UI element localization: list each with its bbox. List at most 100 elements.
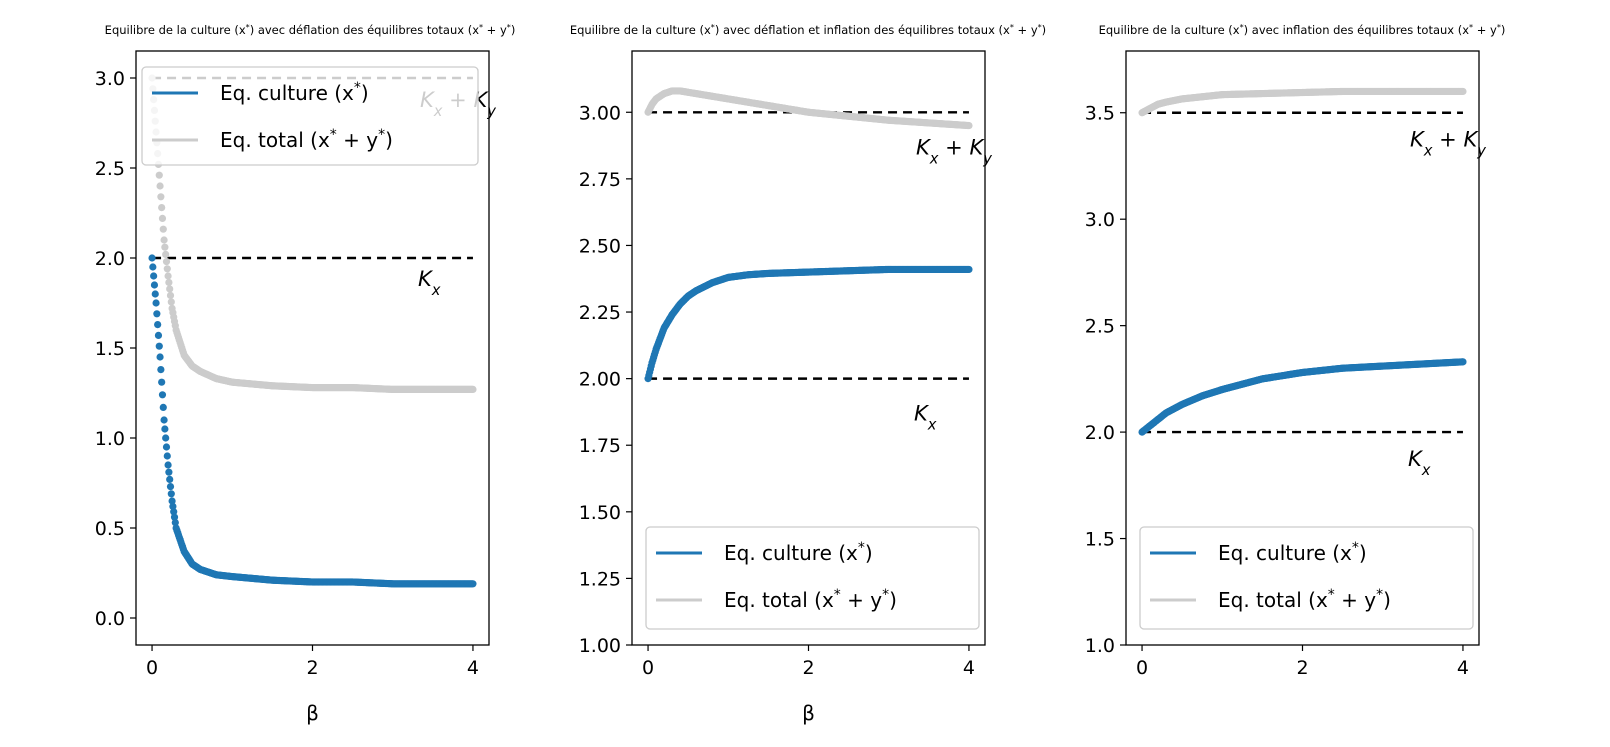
- data-point: [170, 513, 179, 521]
- y-tick-label: 1.00: [579, 635, 621, 657]
- series-total: [148, 74, 477, 393]
- y-tick-label: 2.75: [579, 169, 621, 191]
- legend-label: Eq. total (x* + y*): [724, 587, 897, 612]
- panel-2: Equilibre de la culture (x*) avec déflat…: [570, 23, 1046, 726]
- data-point: [162, 443, 171, 451]
- data-point: [165, 278, 173, 287]
- data-point: [965, 121, 973, 130]
- data-point: [154, 321, 162, 329]
- data-point: [152, 299, 160, 307]
- data-point: [159, 403, 167, 411]
- data-point: [162, 250, 170, 258]
- legend: Eq. culture (x*) Eq. total (x* + y*): [1139, 526, 1474, 630]
- legend-box: [1139, 526, 1474, 630]
- x-tick-label: 0: [146, 657, 158, 679]
- data-point: [166, 285, 174, 293]
- x-tick-label: 2: [802, 657, 814, 679]
- y-tick-label: 1.50: [579, 502, 621, 524]
- data-point: [158, 214, 167, 222]
- data-point: [1459, 358, 1467, 366]
- data-point: [469, 580, 477, 588]
- data-point: [158, 391, 167, 399]
- y-tick-label: 0.5: [95, 518, 125, 540]
- data-point: [154, 331, 163, 339]
- data-point: [169, 502, 177, 510]
- legend-label: Eq. culture (x*): [1218, 540, 1367, 565]
- x-tick-label: 4: [1457, 657, 1469, 679]
- y-tick-label: 2.5: [95, 158, 125, 180]
- data-point: [159, 225, 167, 233]
- panel-1: Equilibre de la culture (x*) avec déflat…: [95, 23, 516, 726]
- data-point: [163, 265, 171, 273]
- series-total: [1138, 87, 1467, 117]
- y-tick-label: 1.5: [95, 338, 125, 360]
- data-point: [160, 236, 168, 244]
- x-axis-label: β: [306, 701, 319, 725]
- data-point: [166, 291, 175, 300]
- y-tick-label: 1.0: [1085, 635, 1115, 657]
- data-point: [469, 385, 477, 393]
- annotation-kx-ky: Kx + Ky: [1410, 128, 1486, 160]
- series-culture: [1138, 358, 1467, 436]
- data-point: [156, 353, 164, 361]
- data-point: [161, 425, 169, 433]
- data-point: [161, 243, 169, 251]
- data-point: [158, 378, 166, 386]
- panel-title: Equilibre de la culture (x*) avec déflat…: [105, 23, 516, 38]
- data-point: [151, 290, 159, 298]
- legend-label: Eq. culture (x*): [724, 540, 873, 565]
- panel-title: Equilibre de la culture (x*) avec inflat…: [1099, 23, 1506, 38]
- data-point: [168, 497, 176, 505]
- annotation-kx: Kx: [1408, 447, 1431, 479]
- legend: Eq. culture (x*) Eq. total (x* + y*): [645, 526, 980, 630]
- data-point: [164, 461, 172, 469]
- data-point: [167, 298, 175, 306]
- data-point: [170, 508, 178, 516]
- legend-label: Eq. total (x* + y*): [220, 127, 393, 152]
- series-total: [644, 87, 973, 130]
- data-point: [155, 342, 163, 350]
- y-tick-label: 2.0: [1085, 422, 1115, 444]
- x-tick-label: 2: [1296, 657, 1308, 679]
- panel-3: Equilibre de la culture (x*) avec inflat…: [1085, 23, 1506, 680]
- legend-box: [141, 66, 479, 166]
- y-tick-label: 2.5: [1085, 316, 1115, 338]
- y-tick-label: 1.25: [579, 568, 621, 590]
- data-point: [156, 182, 164, 190]
- data-point: [162, 258, 171, 266]
- data-point: [160, 416, 168, 424]
- data-point: [164, 272, 172, 280]
- legend-label: Eq. total (x* + y*): [1218, 587, 1391, 612]
- y-tick-label: 3.0: [1085, 209, 1115, 231]
- panel-title: Equilibre de la culture (x*) avec déflat…: [570, 23, 1046, 38]
- data-point: [165, 468, 173, 476]
- legend-box: [645, 526, 980, 630]
- data-point: [166, 483, 175, 491]
- x-tick-label: 0: [642, 657, 654, 679]
- series-culture: [644, 265, 973, 383]
- data-point: [157, 193, 165, 201]
- data-point: [162, 434, 170, 442]
- y-tick-label: 1.75: [579, 435, 621, 457]
- y-tick-label: 1.0: [95, 428, 125, 450]
- x-tick-label: 2: [306, 657, 318, 679]
- x-tick-label: 0: [1136, 657, 1148, 679]
- legend-label: Eq. culture (x*): [220, 80, 369, 105]
- data-point: [167, 490, 175, 498]
- y-tick-label: 3.5: [1085, 103, 1115, 125]
- data-point: [171, 519, 179, 527]
- data-point: [157, 366, 165, 374]
- data-point: [158, 204, 166, 212]
- data-point: [148, 254, 156, 262]
- data-point: [149, 263, 157, 271]
- data-point: [166, 475, 174, 483]
- annotation-kx-ky: Kx + Ky: [916, 135, 992, 167]
- data-point: [163, 452, 171, 460]
- y-tick-label: 1.5: [1085, 529, 1115, 551]
- annotation-kx: Kx: [914, 402, 937, 434]
- data-point: [155, 171, 163, 179]
- x-tick-label: 4: [963, 657, 975, 679]
- series-culture: [148, 254, 477, 588]
